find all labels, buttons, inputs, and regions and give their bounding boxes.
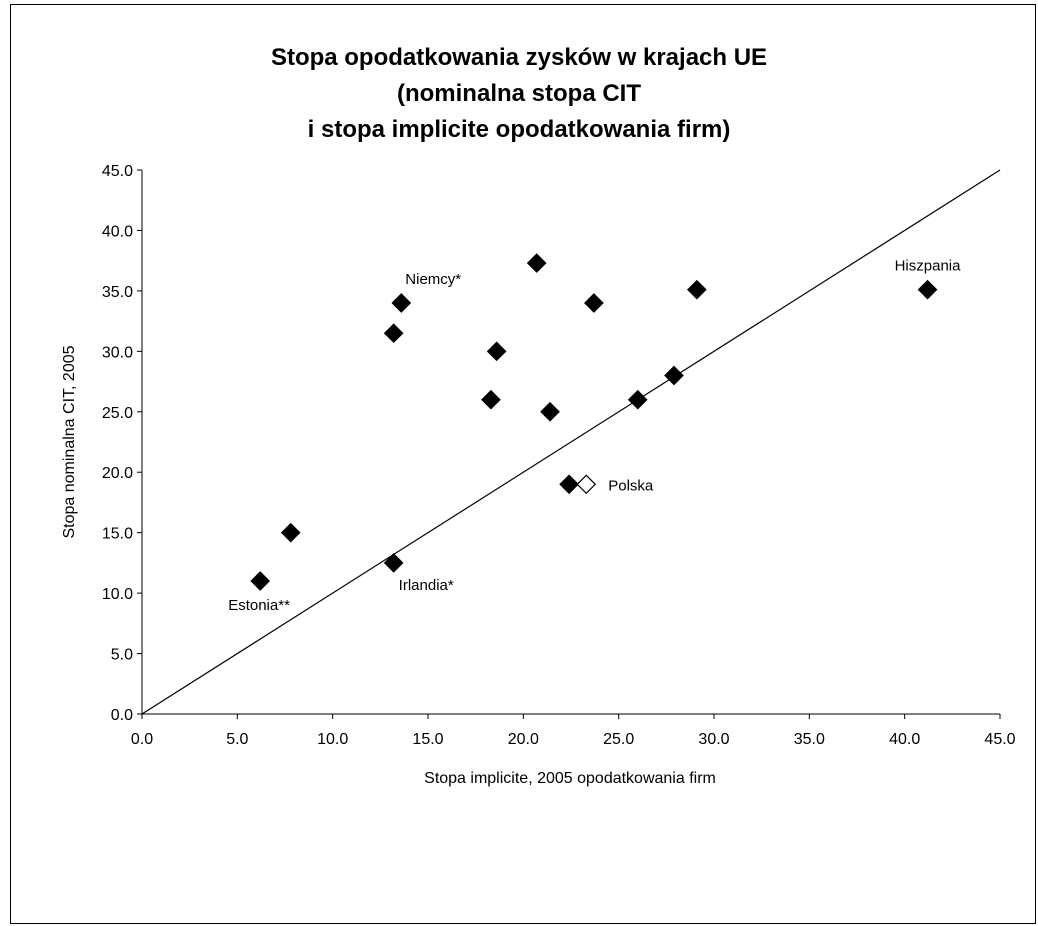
- points-group: [250, 253, 938, 591]
- y-tick-label: 35.0: [102, 284, 133, 301]
- point-marker: [383, 323, 404, 344]
- point-marker: [526, 253, 547, 273]
- point-marker: [664, 365, 684, 386]
- x-tick-label: 5.0: [226, 731, 248, 748]
- point-marker: [250, 571, 271, 591]
- y-tick-label: 5.0: [111, 647, 133, 664]
- point-labels-group: Estonia** Irlandia* Niemcy* Polska Hiszpania: [228, 258, 961, 614]
- point-label: Estonia**: [228, 597, 290, 614]
- reference-line-group: [141, 169, 1001, 715]
- point-marker: [383, 553, 404, 573]
- chart-frame: [10, 4, 1036, 924]
- reference-line-45deg: [141, 169, 1001, 715]
- x-tick-label: 20.0: [508, 731, 539, 748]
- point-marker: [917, 279, 938, 300]
- chart-title-line-2: (nominalna stopa CIT: [396, 80, 641, 107]
- x-tick-label: 25.0: [603, 731, 634, 748]
- chart-title-line-3: i stopa implicite opodatkowania firm): [307, 116, 731, 143]
- point-marker: [391, 293, 412, 313]
- point-marker: [540, 401, 560, 422]
- y-tick-label: 40.0: [102, 223, 133, 240]
- point-marker: [584, 293, 604, 313]
- y-tick-label: 10.0: [102, 586, 133, 603]
- point-marker: [280, 522, 301, 543]
- point-marker: [627, 389, 648, 410]
- x-tick-label: 30.0: [698, 731, 729, 748]
- point-label: Irlandia*: [399, 577, 454, 594]
- axes: 0.0 5.0 10.0 15.0 20.0 25.0 30.0 35.0 40.0 45.0 0.…: [102, 163, 1016, 748]
- point-label: Hiszpania: [895, 258, 962, 275]
- point-marker: [486, 341, 507, 362]
- highlight-point-marker: [576, 474, 597, 495]
- x-tick-label: 0.0: [131, 731, 153, 748]
- point-label: Polska: [608, 477, 654, 494]
- point-marker: [559, 474, 579, 495]
- y-tick-label: 30.0: [102, 344, 133, 361]
- y-tick-label: 20.0: [102, 465, 133, 482]
- x-axis-title: Stopa implicite, 2005 opodatkowania firm: [424, 770, 716, 787]
- x-tick-label: 10.0: [317, 731, 348, 748]
- point-marker: [481, 389, 501, 410]
- x-tick-label: 15.0: [412, 731, 443, 748]
- chart-title-line-1: Stopa opodatkowania zysków w krajach UE: [270, 44, 768, 71]
- y-tick-label: 45.0: [102, 163, 133, 180]
- y-axis-title: Stopa nominalna CIT, 2005: [61, 345, 78, 538]
- y-tick-label: 0.0: [111, 707, 133, 724]
- y-tick-label: 25.0: [102, 405, 133, 422]
- x-tick-label: 35.0: [794, 731, 825, 748]
- y-tick-label: 15.0: [102, 526, 133, 543]
- x-tick-label: 40.0: [889, 731, 920, 748]
- point-label: Niemcy*: [405, 271, 461, 288]
- x-tick-label: 45.0: [984, 731, 1015, 748]
- point-marker: [686, 279, 707, 300]
